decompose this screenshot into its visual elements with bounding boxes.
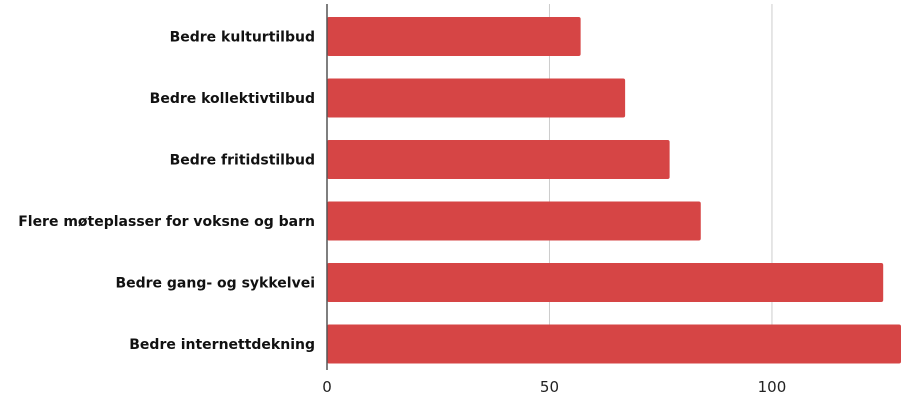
category-label-3: Flere møteplasser for voksne og barn (18, 214, 315, 230)
category-label-4: Bedre gang- og sykkelvei (115, 276, 315, 292)
bar-4 (327, 263, 884, 302)
category-label-5: Bedre internettdekning (129, 337, 315, 353)
category-label-0: Bedre kulturtilbud (170, 30, 315, 46)
x-tick-labels: 0 50 100 (322, 378, 786, 396)
gridlines (548, 4, 773, 362)
x-tick-label-0: 0 (322, 378, 332, 396)
category-label-2: Bedre fritidstilbud (170, 153, 315, 169)
bar-5 (327, 324, 901, 364)
bar-2 (327, 140, 670, 179)
bar-3 (327, 201, 701, 241)
bar-0 (327, 17, 581, 56)
x-tick-label-100: 100 (758, 378, 787, 396)
x-tick-label-50: 50 (540, 378, 559, 396)
bar-1 (327, 78, 626, 118)
category-labels: Bedre kulturtilbud Bedre kollektivtilbud B… (18, 30, 315, 354)
bars (327, 17, 901, 364)
category-label-1: Bedre kollektivtilbud (150, 91, 315, 107)
